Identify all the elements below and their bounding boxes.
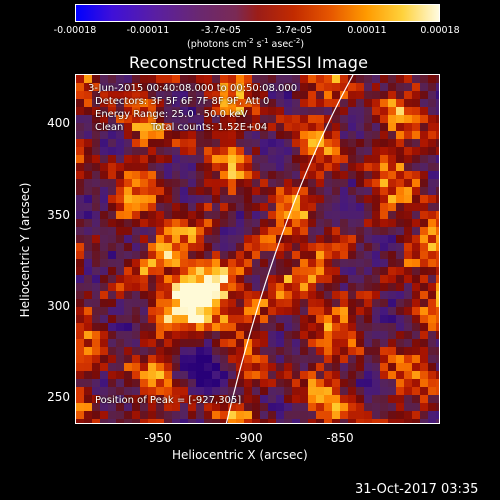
footer-date: 31-Oct-2017 03:35 xyxy=(355,482,479,497)
y-tick-label: 300 xyxy=(47,299,70,313)
rhessi-image-panel: 3-Jun-2015 00:40:08.000 to 00:50:08.000 … xyxy=(75,74,440,424)
colorbar-tick: -0.00018 xyxy=(53,25,97,36)
colorbar-tick: 0.00018 xyxy=(420,25,460,36)
solar-limb-line xyxy=(225,75,354,423)
time-range-text: 3-Jun-2015 00:40:08.000 to 00:50:08.000 xyxy=(88,83,298,94)
colorbar-tick: 0.00011 xyxy=(347,25,387,36)
x-tick-label: -850 xyxy=(326,431,354,445)
colorbar-unit-label: (photons cm-2 s-1 asec-2) xyxy=(187,37,305,51)
heatmap-cells xyxy=(76,75,439,423)
method-text: Clean xyxy=(95,122,124,133)
y-axis-label: Heliocentric Y (arcsec) xyxy=(18,182,32,318)
colorbar-tick: 3.7e-05 xyxy=(275,25,313,36)
colorbar-tick: -3.7e-05 xyxy=(201,25,241,36)
colorbar-tick: -0.00011 xyxy=(126,25,170,36)
detectors-text: Detectors: 3F 5F 6F 7F 8F 9F, Att 0 xyxy=(95,96,270,107)
x-axis-label: Heliocentric X (arcsec) xyxy=(172,448,308,462)
y-tick-label: 400 xyxy=(47,116,70,130)
total-counts-text: Total counts: 1.52E+04 xyxy=(151,122,268,133)
peak-position-text: Position of Peak = [-927,305] xyxy=(95,395,242,406)
y-tick-label: 250 xyxy=(47,390,70,404)
image-title: Reconstructed RHESSI Image xyxy=(129,53,369,72)
y-tick-label: 350 xyxy=(47,208,70,222)
energy-range-text: Energy Range: 25.0 - 50.0 keV xyxy=(95,109,248,120)
colorbar xyxy=(75,4,440,22)
x-tick-label: -900 xyxy=(235,431,263,445)
x-tick-label: -950 xyxy=(144,431,172,445)
rhessi-heatmap xyxy=(76,75,439,423)
